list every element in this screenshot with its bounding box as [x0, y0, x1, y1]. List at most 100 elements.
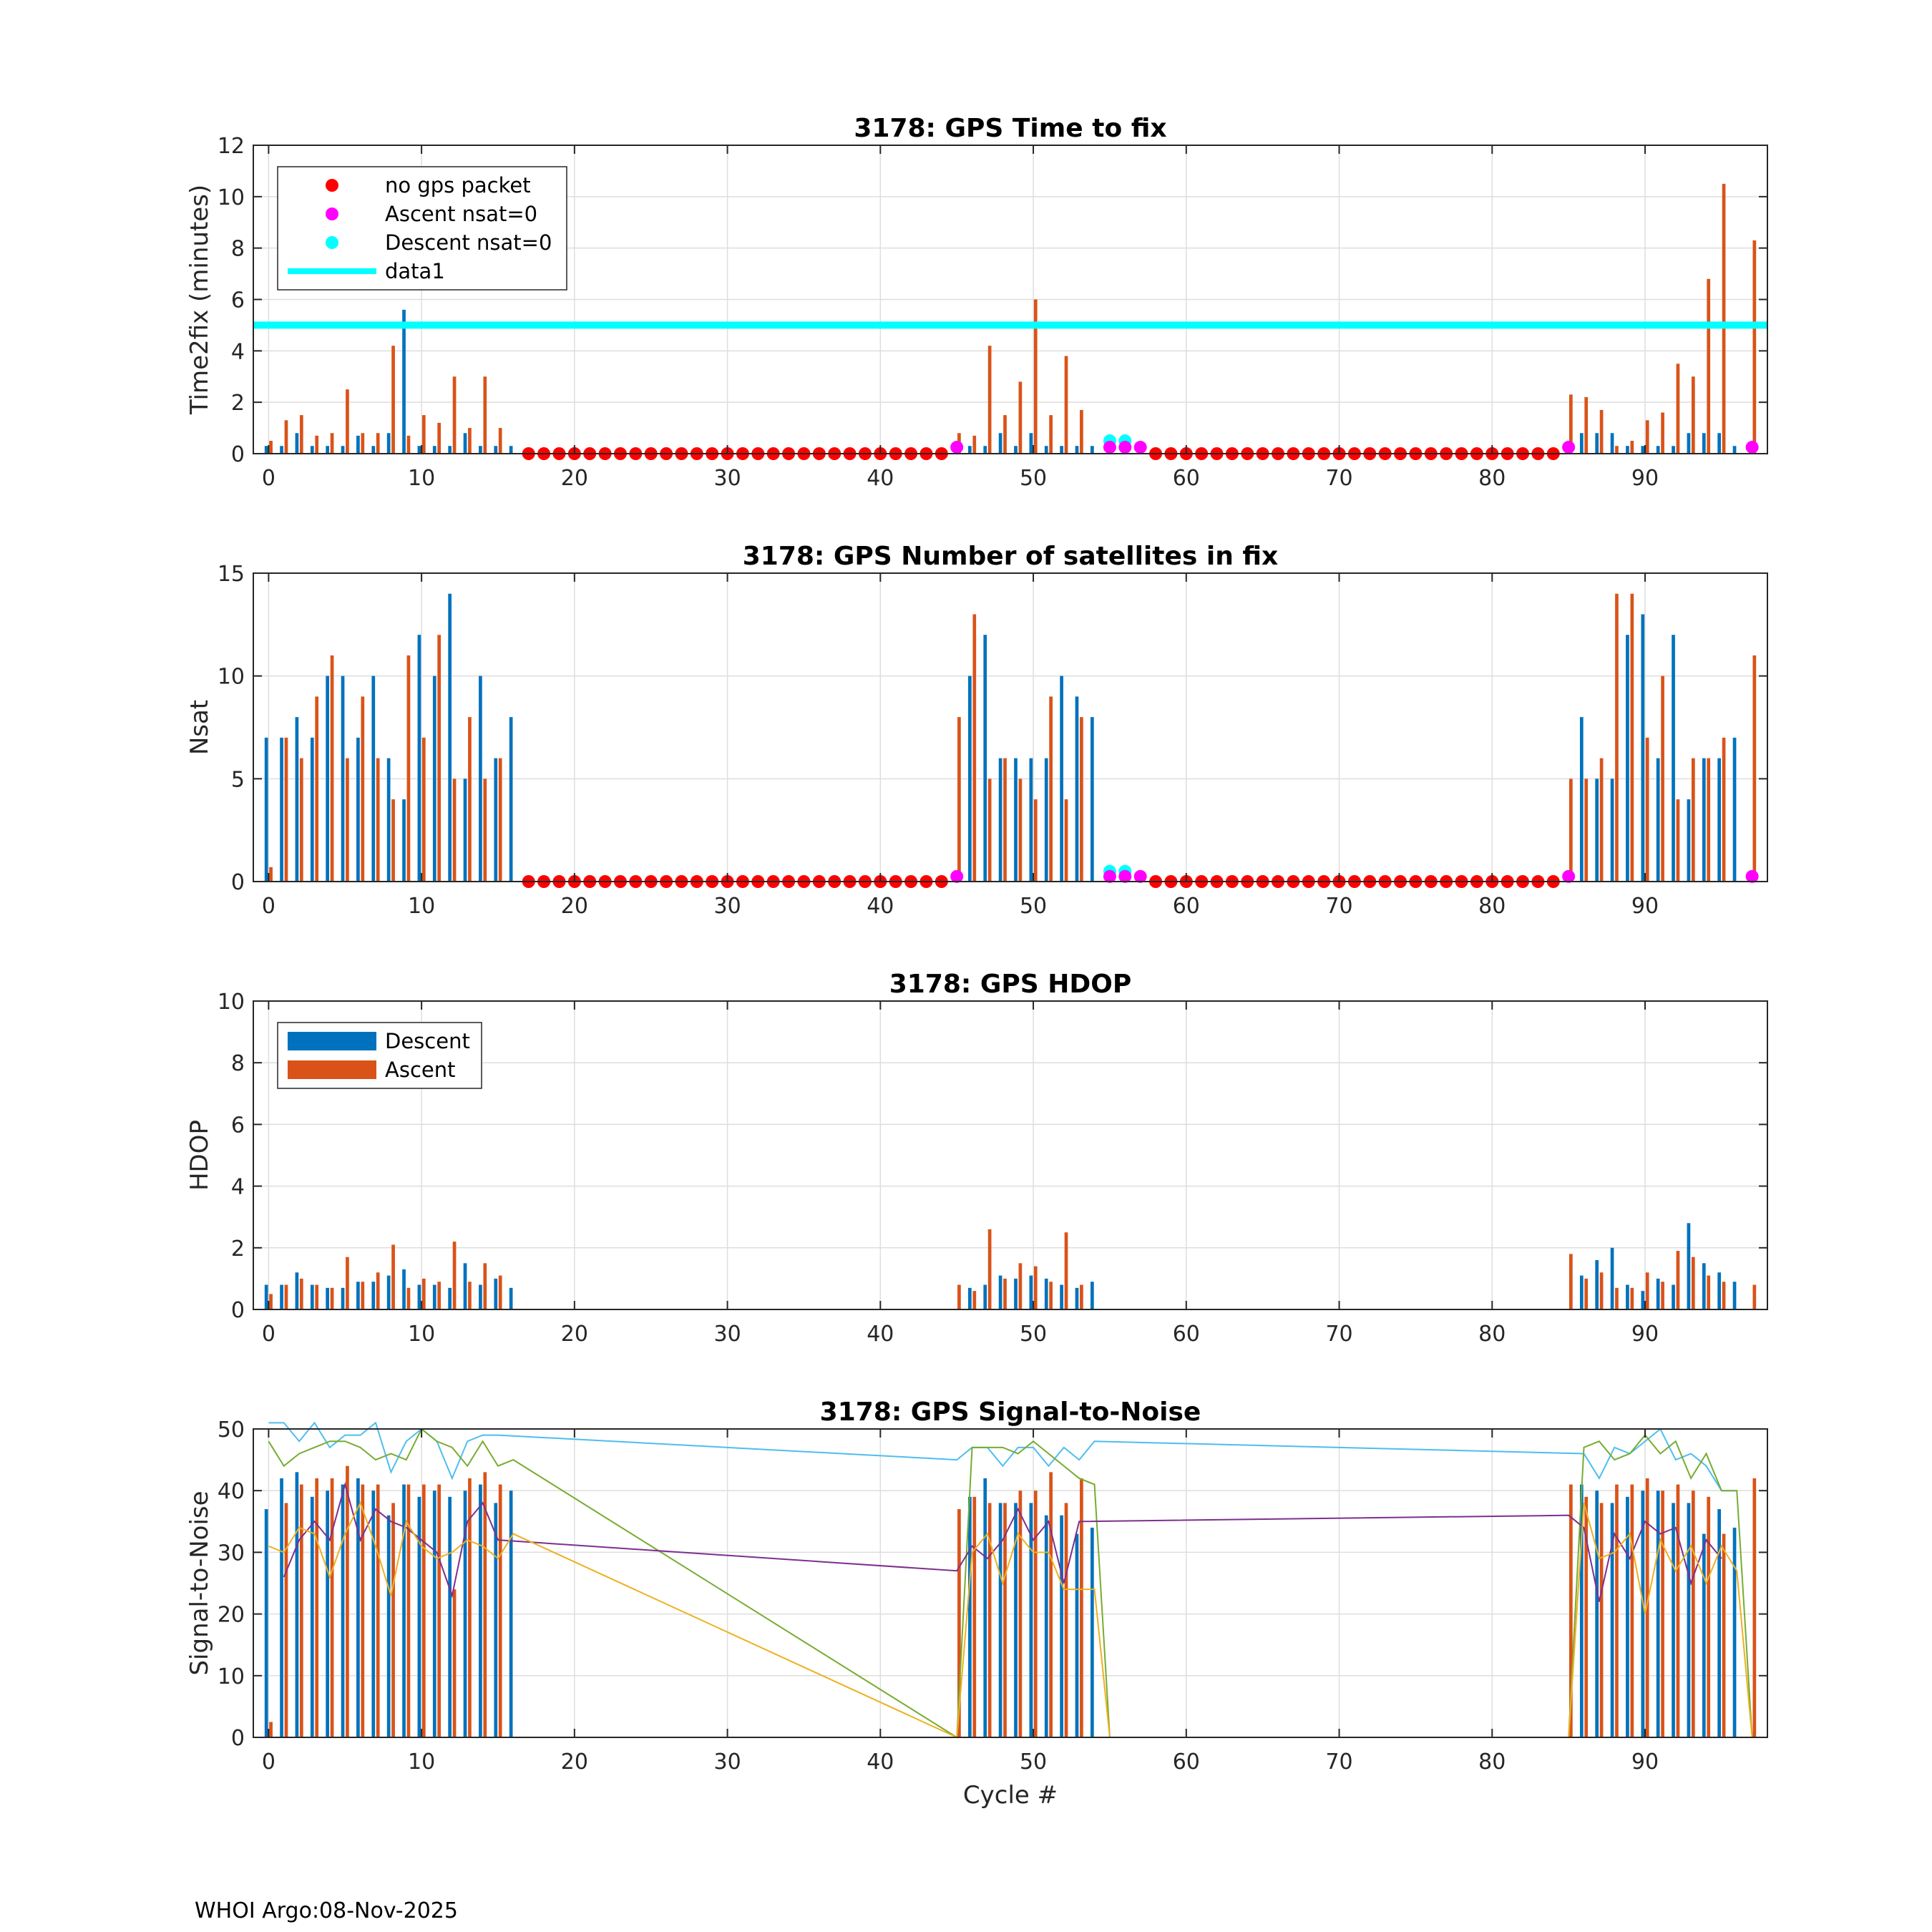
nsat-bar-descent	[1075, 696, 1079, 882]
t2f-ytick-label: 10	[218, 185, 245, 210]
t2f-bar-ascent	[1691, 376, 1695, 454]
t2f-legend: no gps packet Ascent nsat=0 Descent nsat=0…	[277, 166, 567, 291]
t2f-bar-ascent	[437, 422, 441, 454]
snr-bar-descent	[479, 1484, 482, 1737]
hdop-bar-descent	[417, 1284, 421, 1309]
nsat-xtick-label: 10	[408, 894, 435, 919]
nsat-bar-ascent	[269, 867, 273, 882]
snr-bar-ascent	[1568, 1484, 1573, 1737]
nsat-xtick-label: 50	[1020, 894, 1047, 919]
t2f-bar-descent	[356, 435, 360, 454]
snr-bar-descent	[417, 1496, 421, 1737]
t2f-bar-descent	[1717, 433, 1722, 454]
hdop-bar-ascent	[391, 1244, 395, 1309]
hdop-bar-ascent	[330, 1287, 334, 1309]
nsat-plot-area	[253, 573, 1767, 882]
t2f-bar-ascent	[284, 420, 288, 454]
snr-bar-descent	[1717, 1509, 1722, 1737]
hdop-legend: Descent Ascent	[277, 1022, 482, 1089]
hdop-bar-ascent	[1033, 1266, 1038, 1309]
snr-bar-ascent	[1615, 1484, 1619, 1737]
t2f-marker-ascent-nsat0	[950, 441, 964, 454]
hdop-bar-ascent	[437, 1282, 441, 1309]
snr-xtick-label: 70	[1325, 1750, 1352, 1775]
t2f-bar-ascent	[421, 415, 426, 454]
nsat-bar-ascent	[437, 635, 441, 882]
nsat-bar-ascent	[1064, 799, 1068, 882]
nsat-ytick-label: 0	[231, 870, 245, 895]
hdop-bar-descent	[356, 1282, 360, 1309]
nsat-ylabel: Nsat	[185, 700, 214, 755]
hdop-bar-ascent	[452, 1241, 457, 1309]
nsat-bar-ascent	[1615, 593, 1619, 882]
nsat-title: 3178: GPS Number of satellites in fix	[743, 542, 1279, 571]
snr-xlabel: Cycle #	[963, 1781, 1058, 1810]
snr-bar-descent	[983, 1478, 987, 1737]
snr-bar-descent	[463, 1491, 467, 1737]
nsat-bar-ascent	[972, 614, 977, 882]
hdop-xtick-label: 10	[408, 1322, 435, 1347]
t2f-ytick-label: 0	[231, 442, 245, 467]
nsat-bar-ascent	[284, 737, 288, 882]
nsat-bar-descent	[1672, 635, 1675, 882]
snr-bar-ascent	[330, 1478, 334, 1737]
hdop-ytick-label: 6	[231, 1113, 245, 1138]
t2f-bar-descent	[280, 446, 283, 454]
t2f-bar-descent	[1595, 433, 1599, 454]
nsat-xtick-label: 60	[1173, 894, 1200, 919]
t2f-bar-ascent	[1661, 412, 1664, 454]
snr-bar-descent	[1626, 1496, 1629, 1737]
hdop-bar-ascent	[1645, 1272, 1649, 1309]
snr-bar-descent	[1687, 1503, 1691, 1737]
t2f-bar-descent	[1090, 446, 1094, 454]
t2f-ytick-label: 6	[231, 288, 245, 313]
hdop-bar-descent	[295, 1272, 299, 1309]
nsat-bar-ascent	[346, 758, 349, 882]
hdop-bar-ascent	[299, 1278, 303, 1309]
t2f-bar-descent	[1044, 446, 1048, 454]
hdop-bar-descent	[494, 1278, 498, 1309]
hdop-bar-descent	[326, 1287, 330, 1309]
nsat-bar-descent	[1702, 758, 1706, 882]
snr-bar-descent	[968, 1496, 972, 1737]
t2f-bar-ascent	[391, 346, 395, 454]
t2f-marker-ascent-nsat0	[1103, 441, 1116, 454]
nsat-marker-ascent-nsat0	[1118, 869, 1132, 883]
nsat-bar-ascent	[315, 696, 319, 882]
snr-bar-ascent	[1661, 1491, 1664, 1737]
t2f-bar-descent	[264, 446, 268, 454]
hdop-bar-ascent	[1049, 1282, 1053, 1309]
snr-bar-ascent	[1752, 1478, 1757, 1737]
nsat-bar-descent	[326, 675, 330, 882]
nsat-bar-descent	[1595, 779, 1599, 882]
nsat-bar-ascent	[1080, 717, 1083, 882]
snr-xtick-label: 10	[408, 1750, 435, 1775]
hdop-bar-ascent	[1018, 1263, 1023, 1309]
t2f-bar-descent	[1641, 446, 1645, 454]
snr-bar-descent	[1044, 1515, 1048, 1737]
hdop-title: 3178: GPS HDOP	[889, 970, 1132, 999]
nsat-bar-ascent	[1049, 696, 1053, 882]
nsat-bar-ascent	[1630, 593, 1634, 882]
t2f-bar-descent	[417, 446, 421, 454]
hdop-bar-descent	[1626, 1284, 1629, 1309]
nsat-bar-ascent	[361, 696, 365, 882]
t2f-bar-descent	[432, 446, 436, 454]
nsat-marker-ascent-nsat0	[1562, 869, 1576, 883]
snr-bar-ascent	[483, 1472, 487, 1737]
snr-bar-descent	[1672, 1503, 1675, 1737]
t2f-bar-descent	[1626, 446, 1629, 454]
nsat-bar-descent	[1044, 758, 1048, 882]
t2f-bar-descent	[1656, 446, 1660, 454]
hdop-bar-ascent	[1676, 1251, 1680, 1309]
hdop-bar-descent	[1641, 1291, 1645, 1309]
snr-bar-ascent	[346, 1465, 349, 1737]
t2f-bar-ascent	[1033, 299, 1038, 454]
hdop-bar-descent	[386, 1275, 391, 1309]
hdop-bar-ascent	[1568, 1254, 1573, 1309]
hdop-bar-descent	[341, 1287, 345, 1309]
snr-bar-ascent	[1599, 1503, 1604, 1737]
nsat-bar-descent	[998, 758, 1002, 882]
t2f-bar-ascent	[376, 433, 380, 454]
